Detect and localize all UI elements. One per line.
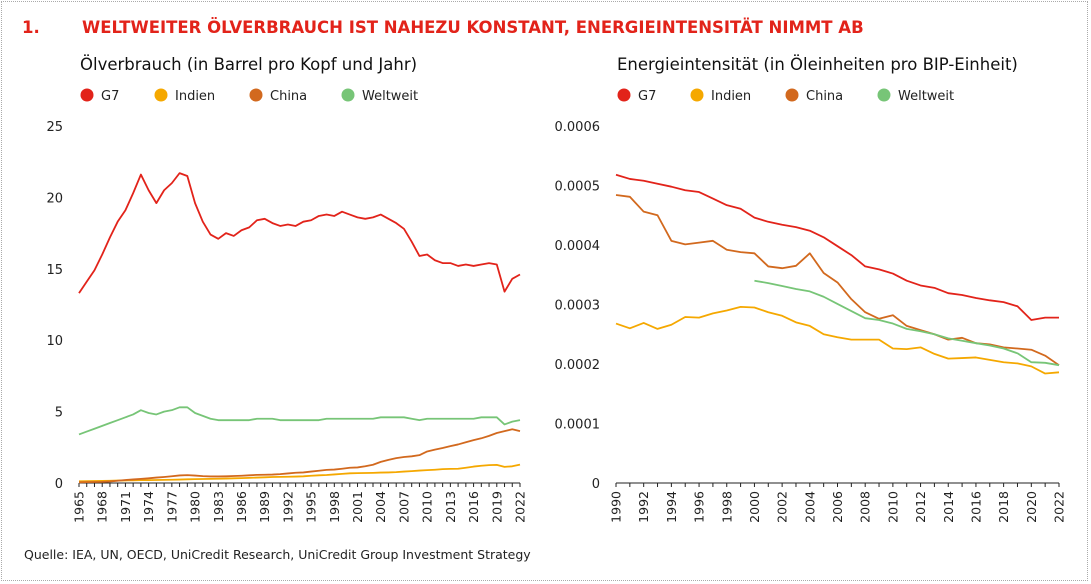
x-tick-label: 1968 bbox=[95, 491, 110, 523]
x-tick-label: 2016 bbox=[466, 491, 481, 523]
chart-1: Ölverbrauch (in Barrel pro Kopf und Jahr… bbox=[46, 55, 527, 523]
y-tick-label: 0.0002 bbox=[555, 358, 601, 373]
legend-marker bbox=[617, 88, 631, 102]
figure-number: 1. bbox=[22, 18, 40, 37]
chart-title: Ölverbrauch (in Barrel pro Kopf und Jahr… bbox=[80, 55, 417, 74]
y-tick-label: 0 bbox=[592, 477, 600, 492]
x-tick-label: 1971 bbox=[118, 491, 133, 523]
legend-label: Indien bbox=[175, 89, 215, 104]
series-line-china bbox=[615, 194, 1060, 366]
legend-label: Indien bbox=[711, 89, 751, 104]
legend-marker bbox=[341, 88, 355, 102]
x-tick-label: 2008 bbox=[858, 491, 873, 523]
x-tick-label: 1980 bbox=[188, 491, 203, 523]
x-tick-label: 1989 bbox=[257, 491, 272, 523]
legend-label: China bbox=[270, 89, 307, 104]
series-line-china bbox=[78, 428, 521, 484]
legend-label: Weltweit bbox=[362, 89, 418, 104]
x-tick-label: 2022 bbox=[513, 491, 528, 523]
y-tick-label: 20 bbox=[46, 191, 63, 206]
x-tick-label: 2019 bbox=[489, 491, 504, 523]
x-tick-label: 2016 bbox=[968, 491, 983, 523]
x-tick-label: 1986 bbox=[234, 491, 249, 523]
x-tick-label: 2002 bbox=[775, 491, 790, 523]
x-tick-label: 1983 bbox=[211, 491, 226, 523]
x-tick-label: 1974 bbox=[141, 491, 156, 523]
y-tick-label: 0 bbox=[55, 477, 63, 492]
legend-item: Weltweit bbox=[341, 88, 418, 104]
legend-item: G7 bbox=[617, 88, 656, 104]
chart-title: Energieintensität (in Öleinheiten pro BI… bbox=[617, 55, 1018, 74]
legend-item: China bbox=[785, 88, 843, 104]
legend-marker bbox=[154, 88, 168, 102]
series-line-g7 bbox=[615, 173, 1059, 321]
series-line-indien bbox=[78, 463, 521, 483]
figure-header: 1. WELTWEITER ÖLVERBRAUCH IST NAHEZU KONS… bbox=[22, 18, 864, 42]
y-tick-label: 15 bbox=[46, 263, 63, 278]
x-tick-label: 2018 bbox=[996, 491, 1011, 523]
x-tick-label: 2022 bbox=[1052, 491, 1067, 523]
legend-marker bbox=[249, 88, 263, 102]
y-tick-label: 5 bbox=[55, 406, 63, 421]
legend-marker bbox=[785, 88, 799, 102]
legend-marker bbox=[877, 88, 891, 102]
legend-item: Indien bbox=[154, 88, 215, 104]
legend-marker bbox=[690, 88, 704, 102]
x-tick-label: 2014 bbox=[941, 491, 956, 523]
legend-label: Weltweit bbox=[898, 89, 954, 104]
series-line-weltweit bbox=[78, 406, 521, 436]
x-tick-label: 2000 bbox=[747, 491, 762, 523]
y-tick-label: 0.0001 bbox=[555, 418, 601, 433]
legend-label: G7 bbox=[101, 89, 119, 104]
legend-item: Indien bbox=[690, 88, 751, 104]
chart-2: Energieintensität (in Öleinheiten pro BI… bbox=[555, 55, 1067, 523]
y-tick-label: 0.0004 bbox=[555, 239, 601, 254]
x-tick-label: 1996 bbox=[692, 491, 707, 523]
x-tick-label: 2012 bbox=[913, 491, 928, 523]
x-tick-label: 1977 bbox=[164, 491, 179, 523]
y-tick-label: 0.0006 bbox=[555, 120, 601, 135]
legend-marker bbox=[80, 88, 94, 102]
x-tick-label: 2004 bbox=[802, 491, 817, 523]
y-tick-label: 0.0003 bbox=[555, 299, 601, 314]
x-tick-label: 2020 bbox=[1024, 491, 1039, 523]
x-tick-label: 2010 bbox=[885, 491, 900, 523]
x-tick-label: 2007 bbox=[396, 491, 411, 523]
x-tick-label: 1998 bbox=[719, 491, 734, 523]
legend-item: Weltweit bbox=[877, 88, 954, 104]
x-tick-label: 1995 bbox=[304, 491, 319, 523]
series-line-weltweit bbox=[754, 279, 1060, 367]
x-tick-label: 2004 bbox=[373, 491, 388, 523]
legend-item: China bbox=[249, 88, 307, 104]
x-tick-label: 2006 bbox=[830, 491, 845, 523]
x-tick-label: 1992 bbox=[636, 491, 651, 523]
x-tick-label: 1990 bbox=[609, 491, 624, 523]
source-note: Quelle: IEA, UN, OECD, UniCredit Researc… bbox=[24, 547, 531, 562]
x-tick-label: 1998 bbox=[327, 491, 342, 523]
x-tick-label: 2010 bbox=[420, 491, 435, 523]
x-tick-label: 1992 bbox=[280, 491, 295, 523]
y-tick-label: 25 bbox=[46, 120, 63, 135]
legend-label: China bbox=[806, 89, 843, 104]
y-tick-label: 0.0005 bbox=[555, 180, 601, 195]
x-tick-label: 2013 bbox=[443, 491, 458, 523]
figure-title: WELTWEITER ÖLVERBRAUCH IST NAHEZU KONSTA… bbox=[82, 18, 864, 37]
legend-label: G7 bbox=[638, 89, 656, 104]
y-tick-label: 10 bbox=[46, 334, 63, 349]
x-tick-label: 2001 bbox=[350, 491, 365, 523]
x-tick-label: 1994 bbox=[664, 491, 679, 523]
series-line-indien bbox=[615, 305, 1060, 375]
legend-item: G7 bbox=[80, 88, 119, 104]
series-line-g7 bbox=[78, 172, 521, 294]
x-tick-label: 1965 bbox=[72, 491, 87, 523]
